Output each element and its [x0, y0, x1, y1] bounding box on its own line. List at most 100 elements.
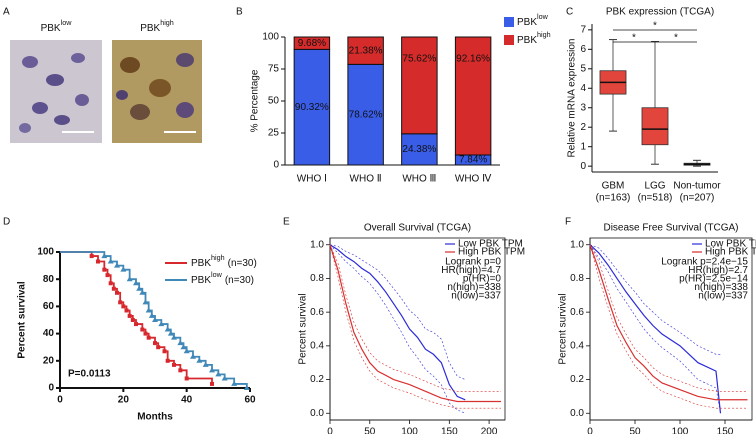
- y-tick-label: 1.0: [310, 239, 324, 250]
- y-tick-label: 1: [580, 141, 586, 152]
- y-tick-label: 40: [43, 328, 55, 339]
- bar-segment: [293, 48, 331, 166]
- marker: [196, 357, 203, 363]
- value-label: 78.62%: [349, 109, 383, 120]
- marker: [134, 322, 138, 327]
- legend-label: High PBK TPM: [458, 247, 525, 258]
- y-tick-label: 0.4: [310, 340, 324, 351]
- x-tick-label: 50: [364, 427, 376, 434]
- x-tick-label: LGG: [644, 181, 665, 192]
- marker: [127, 313, 132, 318]
- x-tick-label: 0: [587, 427, 593, 434]
- survival-curve: [60, 251, 213, 384]
- y-tick-label: 50: [268, 96, 280, 107]
- stat-label: p(HR)=0: [463, 274, 502, 285]
- survival-curve: [589, 244, 748, 401]
- label-part: (n=30): [228, 258, 257, 269]
- label-part: (n=30): [225, 275, 254, 286]
- label-part: PBK: [517, 35, 537, 46]
- y-tick-label: 0.2: [310, 374, 324, 385]
- marker: [136, 285, 143, 291]
- y-tick-label: 0: [273, 160, 279, 171]
- y-tick-label: 0.8: [570, 273, 584, 284]
- annotation: P=0.0113: [68, 369, 111, 380]
- marker: [231, 380, 238, 386]
- panel-letter: E: [283, 217, 290, 228]
- value-label: 9.68%: [298, 38, 326, 49]
- marker: [209, 367, 215, 373]
- x-tick-label: WHO Ⅰ: [297, 174, 327, 185]
- survival-curve: [329, 244, 502, 403]
- marker: [145, 307, 152, 313]
- x-tick-note: (n=518): [638, 193, 673, 204]
- y-axis-label: Relative mRNA expression: [567, 39, 578, 158]
- y-tick-label: 60: [43, 301, 55, 312]
- panel-letter: A: [3, 7, 10, 18]
- panel-letter: D: [3, 217, 10, 228]
- ci-line: [589, 244, 748, 409]
- x-tick-label: 20: [118, 395, 130, 406]
- x-tick-label: 50: [629, 427, 641, 434]
- marker: [180, 344, 187, 350]
- stat-label: n(low)=337: [451, 291, 501, 302]
- y-tick-label: 0: [580, 161, 586, 172]
- marker: [177, 340, 184, 346]
- superscript: low: [211, 270, 223, 279]
- y-tick-label: 75: [268, 64, 280, 75]
- y-tick-label: 2: [580, 122, 586, 133]
- value-label: 90.32%: [295, 102, 329, 113]
- legend-swatch: [504, 17, 514, 27]
- value-label: 92.16%: [456, 54, 490, 65]
- y-tick-label: 0.6: [310, 307, 324, 318]
- marker: [153, 341, 157, 346]
- ci-line: [329, 244, 502, 409]
- marker: [105, 273, 110, 278]
- marker: [167, 330, 174, 336]
- bar-segment: [454, 36, 492, 156]
- y-tick-label: 5: [580, 63, 586, 74]
- label-part: PBK: [140, 23, 160, 34]
- legend-label: Low PBK TPM: [705, 239, 756, 250]
- stat-label: p(HR)=2.5e−14: [679, 274, 748, 285]
- y-tick-label: 25: [268, 128, 280, 139]
- stat-label: HR(high)=4.7: [441, 265, 501, 276]
- y-tick-label: 3: [580, 102, 586, 113]
- marker: [114, 262, 120, 268]
- marker: [158, 321, 165, 327]
- marker: [124, 308, 129, 313]
- y-tick-label: 4: [580, 83, 586, 94]
- marker: [162, 349, 167, 354]
- marker: [107, 258, 114, 264]
- marker: [178, 368, 183, 373]
- y-tick-label: 1.0: [570, 239, 584, 250]
- chart-title: Overall Survival (TCGA): [364, 223, 471, 234]
- marker: [184, 376, 189, 381]
- marker: [140, 327, 145, 332]
- panel-letter: B: [236, 7, 243, 18]
- chart-title: PBK expression (TCGA): [606, 7, 714, 18]
- marker: [130, 318, 135, 322]
- survival-curve: [589, 244, 722, 414]
- marker: [133, 280, 139, 286]
- y-tick-label: 0: [48, 383, 54, 394]
- panel-a-images: [10, 40, 202, 143]
- x-tick-label: 60: [244, 395, 256, 406]
- marker: [89, 254, 94, 259]
- x-tick-label: 0: [57, 395, 63, 406]
- y-tick-label: 0.2: [570, 374, 584, 385]
- legend-label: PBKlow (n=30): [191, 270, 254, 285]
- label-part: PBK: [191, 258, 211, 269]
- marker: [126, 276, 133, 282]
- superscript: high: [160, 18, 174, 27]
- marker: [142, 299, 149, 305]
- y-tick-label: 0.4: [570, 340, 584, 351]
- image-label: PBKlow: [41, 18, 73, 33]
- marker: [118, 300, 123, 305]
- stat-label: Logrank p=2.4e−15: [661, 257, 748, 268]
- survival-curve: [60, 251, 248, 388]
- panel-letter: F: [565, 217, 571, 228]
- panel-letter: C: [566, 7, 573, 18]
- y-tick-label: 100: [262, 32, 279, 43]
- stat-label: n(high)=338: [694, 282, 748, 293]
